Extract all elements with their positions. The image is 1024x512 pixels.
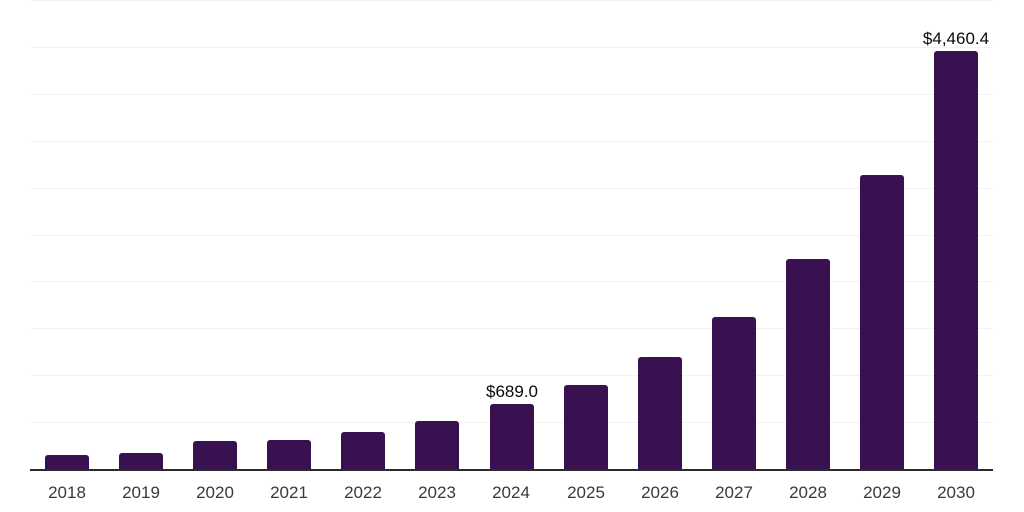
x-tick-label: 2025: [567, 483, 605, 502]
gridline: [30, 47, 993, 48]
gridline: [30, 188, 993, 189]
gridline: [30, 0, 993, 1]
x-tick-label: 2018: [48, 483, 86, 502]
x-tick-label: 2030: [937, 483, 975, 502]
bar-2020: [193, 441, 237, 469]
gridline: [30, 328, 993, 329]
x-axis-line: [30, 469, 993, 471]
x-tick-label: 2021: [270, 483, 308, 502]
bar-2018: [45, 454, 89, 469]
x-tick-label: 2024: [492, 483, 530, 502]
bar-2019: [119, 452, 163, 469]
bar-2021: [267, 439, 311, 469]
bar-2024: [490, 404, 534, 469]
bar-2022: [341, 431, 385, 469]
x-tick-label: 2029: [863, 483, 901, 502]
bar-2030: [934, 50, 978, 469]
gridline: [30, 375, 993, 376]
bar-2025: [564, 385, 608, 469]
gridline: [30, 141, 993, 142]
gridline: [30, 94, 993, 95]
gridline: [30, 281, 993, 282]
x-tick-label: 2026: [641, 483, 679, 502]
bar-2028: [786, 258, 830, 469]
bar-value-label: $4,460.4: [922, 28, 990, 48]
x-tick-label: 2022: [344, 483, 382, 502]
x-tick-label: 2027: [715, 483, 753, 502]
x-tick-label: 2020: [196, 483, 234, 502]
bar-2029: [860, 174, 904, 469]
x-tick-label: 2019: [122, 483, 160, 502]
bar-2027: [712, 316, 756, 469]
bar-value-label: $689.0: [486, 382, 538, 402]
x-tick-label: 2028: [789, 483, 827, 502]
bar-2026: [638, 357, 682, 469]
x-tick-label: 2023: [418, 483, 456, 502]
gridline: [30, 235, 993, 236]
bar-2023: [415, 420, 459, 469]
